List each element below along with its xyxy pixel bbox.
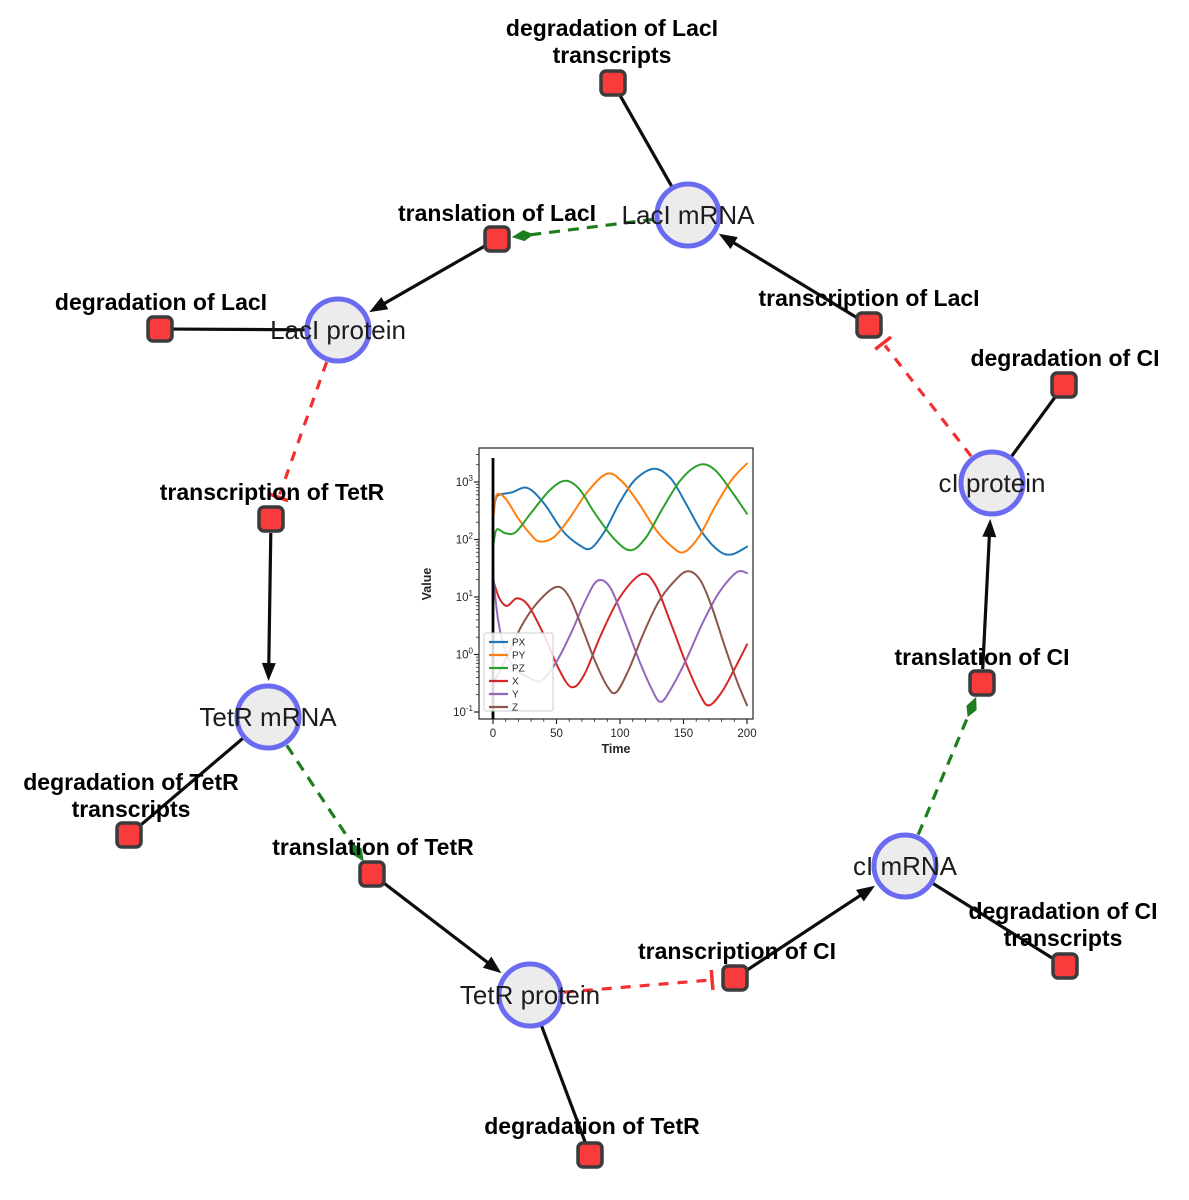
- legend-label-PY: PY: [512, 651, 526, 662]
- legend-label-Z: Z: [512, 703, 518, 714]
- species-label-ci_mrna: cI mRNA: [853, 851, 958, 881]
- reaction-label-deg_tetr_tx: transcripts: [72, 796, 191, 822]
- reaction-node-transl_laci[interactable]: [483, 225, 511, 253]
- reaction-label-deg_laci: degradation of LacI: [55, 289, 267, 315]
- modifier-arrowhead-icon: [966, 696, 977, 718]
- reaction-node-deg_tetr[interactable]: [576, 1141, 604, 1169]
- edge-reactant: [172, 327, 306, 332]
- y-tick-label: 100: [456, 647, 474, 662]
- legend-label-PX: PX: [512, 638, 526, 649]
- species-node-laci_mrna[interactable]: [654, 181, 722, 249]
- edge-reactant: [618, 93, 674, 188]
- series-curve-PX: [492, 467, 748, 556]
- edge-product: [377, 244, 486, 309]
- edge-inhibition: [883, 344, 973, 458]
- x-tick-label: 150: [674, 728, 693, 740]
- arrowhead-icon: [369, 297, 389, 313]
- modifier-arrowhead-icon: [511, 230, 534, 242]
- time-series-plot: 0 50 100 150 200 103 102 101 100 10-1 Time Value PX P…: [420, 447, 757, 756]
- edge-product: [382, 881, 495, 969]
- edge-reactant: [137, 737, 244, 828]
- species-label-tetr_protein: TetR protein: [460, 980, 600, 1010]
- series-curve-Z: [492, 570, 748, 707]
- species-label-laci_protein: LacI protein: [270, 315, 406, 345]
- x-tick-label: 0: [490, 728, 496, 740]
- legend-label-X: X: [512, 677, 519, 688]
- y-tick-label: 101: [456, 589, 474, 604]
- reaction-node-tx_ci[interactable]: [721, 964, 749, 992]
- legend-box: [483, 632, 554, 712]
- reaction-node-tx_tetr[interactable]: [257, 505, 285, 533]
- reaction-label-transl_tetr: translation of TetR: [272, 834, 474, 860]
- arrowhead-icon: [261, 662, 276, 682]
- edge-reactant: [932, 882, 1055, 961]
- reaction-node-tx_laci[interactable]: [855, 311, 883, 339]
- reaction-node-deg_tetr_tx[interactable]: [115, 821, 143, 849]
- legend-label-Y: Y: [512, 690, 519, 701]
- reaction-label-tx_laci: transcription of LacI: [758, 285, 979, 311]
- x-tick-label: 50: [550, 728, 563, 740]
- reaction-label-deg_tetr_tx: degradation of TetR: [23, 769, 239, 795]
- reaction-label-deg_tetr: degradation of TetR: [484, 1113, 700, 1139]
- reaction-label-deg_ci: degradation of CI: [970, 345, 1159, 371]
- edge-inhibition: [278, 361, 329, 496]
- species-node-tetr_protein[interactable]: [496, 961, 564, 1029]
- y-tick-label: 103: [456, 474, 474, 489]
- arrowhead-icon: [982, 518, 997, 538]
- arrowhead-icon: [718, 233, 738, 250]
- edge-modifier: [525, 217, 655, 237]
- species-node-laci_protein[interactable]: [304, 296, 372, 364]
- species-node-ci_protein[interactable]: [958, 449, 1026, 517]
- edge-product: [745, 889, 868, 972]
- reaction-label-deg_ci_tx: degradation of CI: [968, 898, 1157, 924]
- series-curve-PZ: [492, 463, 748, 552]
- reaction-label-tx_ci: transcription of CI: [638, 938, 836, 964]
- series-curve-PY: [492, 462, 748, 554]
- reaction-node-deg_laci[interactable]: [146, 315, 174, 343]
- edge-reactant: [540, 1025, 587, 1144]
- y-tick-label: 10-1: [453, 704, 473, 719]
- reaction-label-deg_laci_tx: transcripts: [553, 42, 672, 68]
- edge-reactant: [1010, 394, 1058, 458]
- series-curve-X: [492, 572, 748, 707]
- reaction-label-transl_ci: translation of CI: [894, 644, 1069, 670]
- species-node-ci_mrna[interactable]: [871, 832, 939, 900]
- species-label-laci_mrna: LacI mRNA: [622, 200, 756, 230]
- inhibition-tee-icon: [709, 969, 715, 991]
- reaction-node-transl_tetr[interactable]: [358, 860, 386, 888]
- edge-modifier: [916, 709, 973, 836]
- legend-label-PZ: PZ: [512, 664, 525, 675]
- reaction-label-deg_laci_tx: degradation of LacI: [506, 15, 718, 41]
- species-label-tetr_mrna: TetR mRNA: [199, 702, 337, 732]
- reaction-node-deg_ci[interactable]: [1050, 371, 1078, 399]
- modifier-arrowhead-icon: [351, 843, 364, 862]
- edge-product: [267, 532, 273, 672]
- reaction-node-deg_laci_tx[interactable]: [599, 69, 627, 97]
- arrowhead-icon: [856, 885, 875, 902]
- edge-modifier: [285, 744, 358, 851]
- reaction-label-tx_tetr: transcription of TetR: [160, 479, 385, 505]
- arrowhead-icon: [482, 956, 502, 974]
- y-axis-label: Value: [420, 568, 434, 601]
- reaction-label-transl_laci: translation of LacI: [398, 200, 596, 226]
- x-axis-label: Time: [602, 742, 631, 756]
- inhibition-tee-icon: [874, 335, 893, 351]
- species-label-ci_protein: cI protein: [939, 468, 1046, 498]
- y-tick-label: 102: [456, 532, 474, 547]
- edge-product: [726, 237, 858, 320]
- x-tick-label: 200: [737, 728, 756, 740]
- reaction-node-transl_ci[interactable]: [968, 669, 996, 697]
- reaction-label-deg_ci_tx: transcripts: [1004, 925, 1123, 951]
- edge-product: [981, 528, 992, 670]
- species-node-tetr_mrna[interactable]: [234, 683, 302, 751]
- x-tick-label: 100: [610, 728, 629, 740]
- reaction-node-deg_ci_tx[interactable]: [1051, 952, 1079, 980]
- inhibition-tee-icon: [268, 492, 289, 503]
- edge-inhibition: [563, 978, 710, 994]
